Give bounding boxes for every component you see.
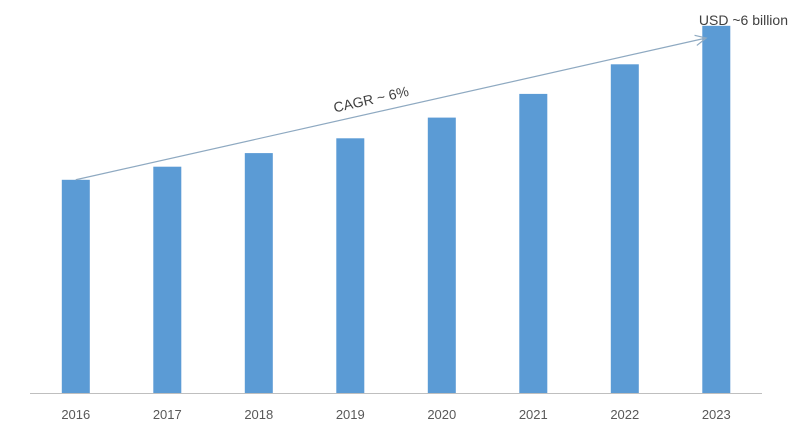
bar-2017 [153,166,182,393]
x-tick-label-2017: 2017 [153,407,182,422]
bar-2019 [336,138,365,393]
x-tick-labels: 2016 2017 2018 2019 2020 2021 2022 2023 [61,407,730,422]
x-tick-label-2016: 2016 [61,407,90,422]
bars-group [61,25,731,394]
x-tick-label-2023: 2023 [702,407,731,422]
bar-2018 [244,153,273,393]
bar-2016 [61,179,90,393]
x-tick-label-2021: 2021 [519,407,548,422]
x-tick-label-2022: 2022 [610,407,639,422]
bar-2021 [519,93,548,394]
x-tick-label-2019: 2019 [336,407,365,422]
cagr-annotation: CAGR ~ 6% [332,83,410,115]
bar-2022 [610,64,639,394]
bar-2023 [702,25,731,394]
x-tick-label-2020: 2020 [427,407,456,422]
trend-arrow-head [694,34,708,46]
trend-line [75,37,707,181]
x-tick-label-2018: 2018 [244,407,273,422]
end-value-annotation: USD ~6 billion [699,12,788,28]
cagr-trend-arrow [75,34,708,181]
bar-2020 [427,117,456,393]
